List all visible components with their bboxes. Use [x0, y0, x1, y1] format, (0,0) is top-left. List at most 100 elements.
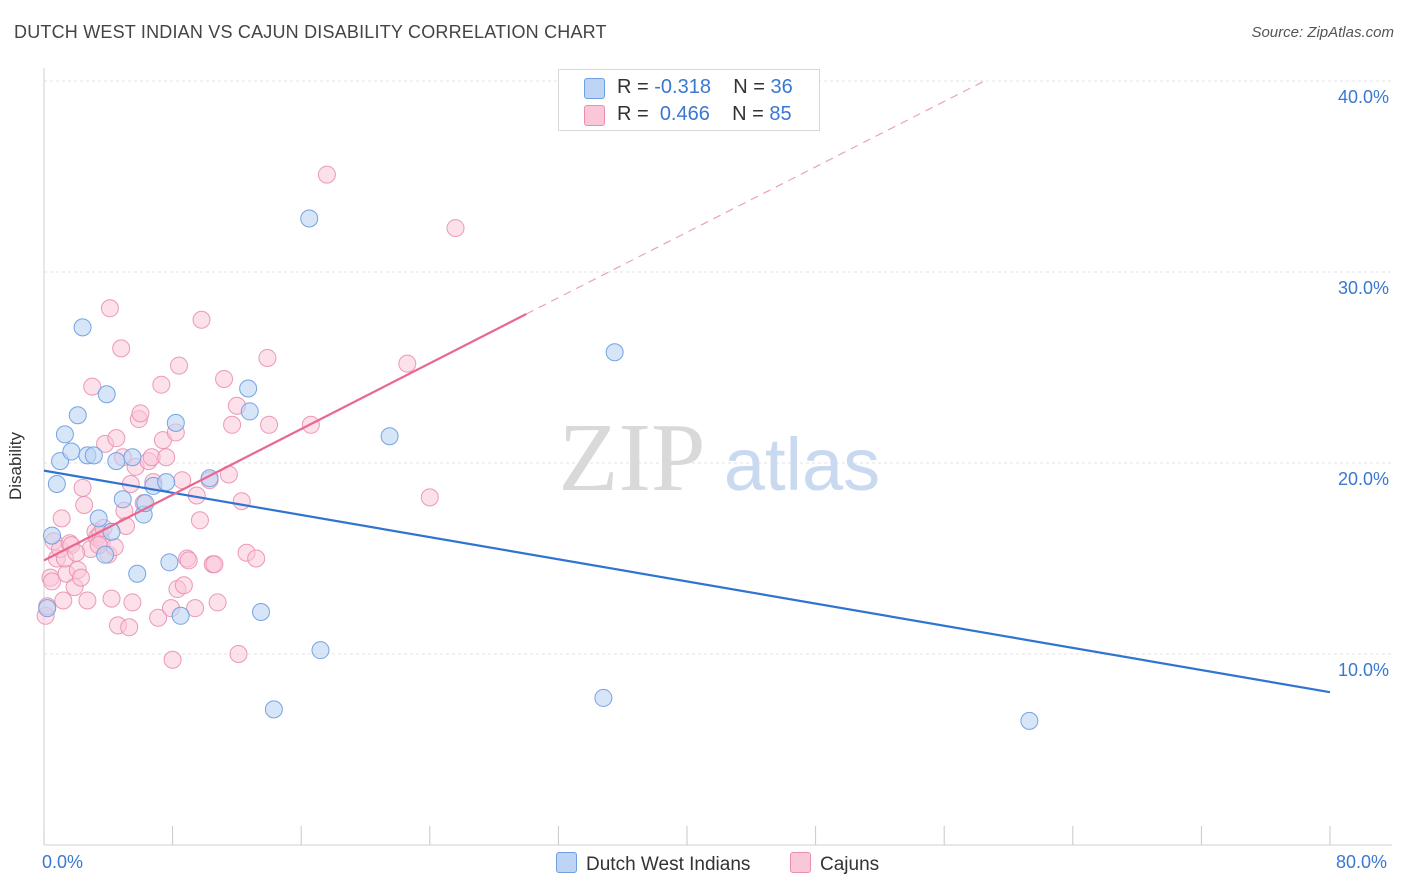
watermark: ZIP atlas [559, 404, 881, 512]
y-tick-label-40: 40.0% [1338, 87, 1390, 107]
y-tick-label-30: 30.0% [1338, 278, 1390, 298]
series-name-dutch-west-indians: Dutch West Indians [586, 854, 751, 875]
dutch-west-indian-point [171, 606, 190, 625]
cajun-point [131, 404, 150, 423]
cajun-point [43, 572, 62, 591]
dutch-west-indian-point [113, 490, 132, 509]
dutch-west-indian-point [97, 385, 116, 404]
dutch-west-indian-point [43, 526, 62, 545]
cajun-point [260, 415, 279, 434]
dutch-west-indian-point [594, 688, 613, 707]
dutch-west-indian-point [380, 427, 399, 446]
legend-n-label: N = [733, 76, 765, 98]
dutch-west-indian-point [252, 602, 271, 621]
cajun-point [232, 492, 251, 511]
cajun-point [83, 377, 102, 396]
trend-line-dutch-west-indians [43, 469, 1331, 694]
cajun-point [75, 496, 94, 515]
dutch-west-indian-point [84, 446, 103, 465]
cajun-point [179, 551, 198, 570]
cajun-point [205, 555, 224, 574]
cajun-point [190, 511, 209, 530]
cajun-point [446, 219, 465, 238]
legend-r-label: R = [617, 76, 649, 98]
dutch-west-indian-point [38, 599, 57, 618]
dutch-west-indian-point [311, 641, 330, 660]
dutch-west-indian-point [107, 452, 126, 471]
watermark-zip: ZIP [559, 404, 706, 512]
series-name-cajuns: Cajuns [820, 854, 880, 875]
dutch-west-indian-point [166, 413, 185, 432]
x-tick-label-max: 80.0% [1336, 852, 1388, 872]
series-swatch-blue [556, 852, 577, 873]
cajun-point [174, 576, 193, 595]
legend-r-value-blue: -0.318 [654, 76, 711, 98]
cajun-point [229, 645, 248, 663]
cajun-point [112, 339, 131, 358]
dutch-west-indian-point [157, 473, 176, 492]
y-tick-label-10: 10.0% [1338, 660, 1390, 680]
legend-r-label: R = [617, 103, 649, 125]
cajun-point [192, 310, 211, 329]
trend-line-cajuns-extension [525, 80, 985, 315]
y-tick-label-20: 20.0% [1338, 469, 1390, 489]
watermark-atlas: atlas [724, 423, 880, 506]
stats-legend: R = -0.318 N = 36 R = 0.466 N = 85 [558, 69, 820, 131]
cajun-point [100, 299, 119, 318]
chart-title: DUTCH WEST INDIAN VS CAJUN DISABILITY CO… [14, 22, 607, 42]
cajun-point [149, 608, 168, 627]
cajun-point [123, 593, 142, 612]
cajun-point [163, 650, 182, 669]
dutch-west-indian-point [55, 425, 74, 444]
cajun-point [247, 549, 266, 568]
cajun-point [71, 568, 90, 587]
cajun-point [170, 356, 189, 375]
dutch-west-indian-point [605, 343, 624, 362]
y-axis-label: Disability [6, 431, 25, 500]
dutch-west-indian-point [123, 448, 142, 467]
cajun-point [208, 593, 227, 612]
dutch-west-indian-point [239, 379, 258, 398]
dutch-west-indian-point [47, 475, 66, 494]
cajun-point [120, 618, 139, 637]
dutch-west-indian-point [128, 564, 147, 583]
legend-n-value-blue: 36 [770, 76, 793, 98]
cajun-point [420, 488, 439, 507]
cajun-point [215, 369, 234, 388]
cajun-point [54, 591, 73, 610]
legend-n-value-pink: 85 [769, 103, 792, 125]
dutch-west-indian-point [300, 209, 319, 228]
cajun-point [223, 415, 242, 434]
legend-swatch-blue [584, 78, 605, 99]
legend-n-label: N = [732, 103, 764, 125]
axes [43, 68, 1392, 846]
cajun-point [152, 375, 171, 394]
cajun-point [102, 589, 121, 608]
cajun-point [398, 354, 417, 373]
source-credit: Source: ZipAtlas.com [1251, 24, 1394, 41]
gridlines [44, 80, 1392, 655]
series-legend-cajuns: Cajuns [790, 852, 879, 876]
series-swatch-pink [790, 852, 811, 873]
cajun-point [78, 591, 97, 610]
cajun-point [317, 165, 336, 184]
dutch-west-indian-point [89, 509, 108, 528]
dutch-west-indian-point [62, 442, 81, 461]
dutch-west-indians-points [38, 209, 1039, 730]
dutch-west-indian-point [160, 553, 179, 572]
x-tick-label-min: 0.0% [42, 852, 84, 872]
dutch-west-indian-point [73, 318, 92, 337]
dutch-west-indian-point [96, 545, 115, 564]
cajun-point [73, 478, 92, 497]
cajun-point [52, 509, 71, 528]
dutch-west-indian-point [68, 406, 87, 425]
legend-r-value-pink: 0.466 [659, 103, 710, 125]
series-legend-dutch-west-indians: Dutch West Indians [556, 852, 750, 876]
dutch-west-indian-point [1020, 711, 1039, 730]
legend-swatch-pink [584, 105, 605, 126]
trend-line-cajuns [43, 313, 527, 562]
dutch-west-indian-point [264, 700, 283, 719]
dutch-west-indian-point [240, 402, 259, 421]
cajun-point [258, 348, 277, 367]
